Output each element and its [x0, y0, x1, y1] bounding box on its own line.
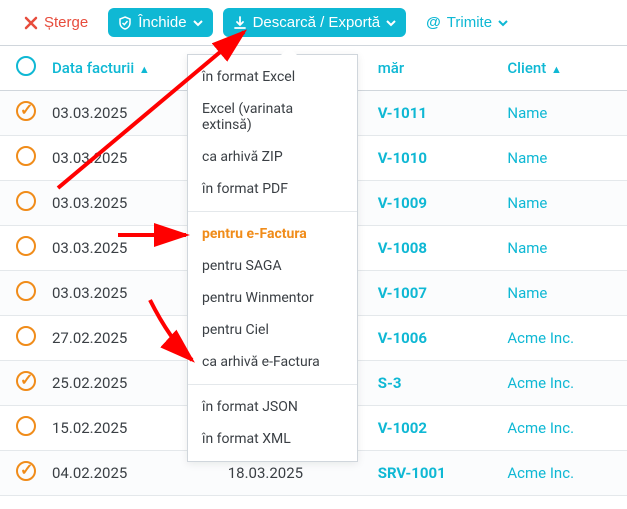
client-cell: Acme Inc.	[499, 316, 627, 361]
circle-icon	[16, 416, 36, 436]
number-cell: V-1007	[370, 271, 500, 316]
client-cell: Name	[499, 226, 627, 271]
number-cell: SRV-1001	[370, 451, 500, 496]
dropdown-item[interactable]: ca arhivă ZIP	[188, 141, 357, 173]
dropdown-item[interactable]: pentru Winmentor	[188, 282, 357, 314]
check-circle-icon	[16, 371, 36, 391]
select-all-header[interactable]	[0, 46, 44, 91]
row-checkbox[interactable]	[0, 451, 44, 496]
check-circle-icon	[16, 461, 36, 481]
number-cell: V-1011	[370, 91, 500, 136]
chevron-down-icon	[498, 18, 508, 28]
dropdown-group: în format ExcelExcel (varinata extinsă)c…	[188, 55, 357, 211]
invoice-link[interactable]: S-3	[378, 374, 402, 392]
send-label: Trimite	[447, 14, 492, 31]
number-header-label: măr	[378, 59, 404, 77]
invoice-link[interactable]: V-1008	[378, 239, 427, 257]
export-label: Descarcă / Exportă	[253, 14, 381, 31]
send-button[interactable]: @ Trimite	[416, 8, 518, 37]
dropdown-item[interactable]: în format XML	[188, 423, 357, 455]
delete-label: Șterge	[44, 14, 88, 31]
circle-icon	[16, 56, 36, 76]
client-link[interactable]: Acme Inc.	[507, 464, 574, 482]
dropdown-item[interactable]: Excel (varinata extinsă)	[188, 93, 357, 141]
number-cell: V-1009	[370, 181, 500, 226]
dropdown-item[interactable]: în format JSON	[188, 391, 357, 423]
circle-icon	[16, 281, 36, 301]
check-circle-icon	[16, 101, 36, 121]
row-checkbox[interactable]	[0, 271, 44, 316]
invoice-link[interactable]: V-1010	[378, 149, 427, 167]
shield-check-icon	[118, 16, 132, 30]
number-cell: S-3	[370, 361, 500, 406]
client-link[interactable]: Name	[507, 284, 547, 302]
dropdown-item[interactable]: pentru SAGA	[188, 250, 357, 282]
client-link[interactable]: Name	[507, 194, 547, 212]
sort-asc-icon: ▲	[551, 63, 562, 76]
client-link[interactable]: Name	[507, 149, 547, 167]
client-header[interactable]: Client ▲	[499, 46, 627, 91]
close-button[interactable]: Închide	[108, 8, 212, 37]
number-cell: V-1010	[370, 136, 500, 181]
dropdown-item[interactable]: ca arhivă e-Factura	[188, 346, 357, 378]
dropdown-group: în format JSONîn format XML	[188, 384, 357, 461]
at-icon: @	[426, 14, 441, 31]
chevron-down-icon	[193, 18, 203, 28]
client-cell: Name	[499, 271, 627, 316]
row-checkbox[interactable]	[0, 181, 44, 226]
row-checkbox[interactable]	[0, 316, 44, 361]
invoice-link[interactable]: V-1011	[378, 104, 427, 122]
client-cell: Acme Inc.	[499, 361, 627, 406]
chevron-down-icon	[386, 18, 396, 28]
circle-icon	[16, 191, 36, 211]
circle-icon	[16, 146, 36, 166]
number-cell: V-1002	[370, 406, 500, 451]
client-header-label: Client	[507, 59, 546, 77]
dropdown-item[interactable]: în format Excel	[188, 61, 357, 93]
date-header-label: Data facturii	[52, 59, 134, 77]
download-icon	[233, 16, 247, 30]
delete-button[interactable]: Șterge	[14, 8, 98, 37]
invoice-link[interactable]: V-1002	[378, 419, 427, 437]
client-link[interactable]: Acme Inc.	[507, 329, 574, 347]
client-cell: Acme Inc.	[499, 406, 627, 451]
export-dropdown: în format ExcelExcel (varinata extinsă)c…	[187, 54, 358, 462]
close-label: Închide	[138, 14, 186, 31]
toolbar: Șterge Închide Descarcă / Exportă @ Trim…	[0, 0, 627, 45]
invoice-link[interactable]: V-1009	[378, 194, 427, 212]
client-link[interactable]: Name	[507, 239, 547, 257]
row-checkbox[interactable]	[0, 136, 44, 181]
row-checkbox[interactable]	[0, 226, 44, 271]
dropdown-item[interactable]: în format PDF	[188, 173, 357, 205]
row-checkbox[interactable]	[0, 91, 44, 136]
client-cell: Name	[499, 136, 627, 181]
client-link[interactable]: Acme Inc.	[507, 374, 574, 392]
row-checkbox[interactable]	[0, 361, 44, 406]
invoice-link[interactable]: V-1007	[378, 284, 427, 302]
client-cell: Acme Inc.	[499, 451, 627, 496]
sort-asc-icon: ▲	[139, 63, 150, 76]
number-cell: V-1006	[370, 316, 500, 361]
number-header[interactable]: măr	[370, 46, 500, 91]
client-link[interactable]: Acme Inc.	[507, 419, 574, 437]
dropdown-item[interactable]: pentru Ciel	[188, 314, 357, 346]
row-checkbox[interactable]	[0, 406, 44, 451]
dropdown-item[interactable]: pentru e-Factura	[188, 218, 357, 250]
client-cell: Name	[499, 91, 627, 136]
invoice-link[interactable]: SRV-1001	[378, 464, 446, 482]
x-icon	[24, 16, 38, 30]
number-cell: V-1008	[370, 226, 500, 271]
circle-icon	[16, 236, 36, 256]
invoice-link[interactable]: V-1006	[378, 329, 427, 347]
dropdown-group: pentru e-Facturapentru SAGApentru Winmen…	[188, 211, 357, 384]
export-button[interactable]: Descarcă / Exportă	[223, 8, 407, 37]
circle-icon	[16, 326, 36, 346]
client-link[interactable]: Name	[507, 104, 547, 122]
client-cell: Name	[499, 181, 627, 226]
